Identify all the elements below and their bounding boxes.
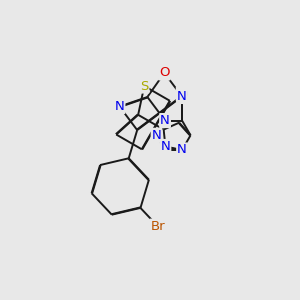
- Text: S: S: [140, 80, 148, 92]
- Text: O: O: [177, 88, 187, 100]
- Text: Br: Br: [150, 220, 165, 232]
- Text: N: N: [160, 114, 170, 127]
- Text: N: N: [160, 140, 170, 153]
- Text: N: N: [177, 90, 187, 103]
- Text: N: N: [115, 100, 124, 113]
- Text: O: O: [159, 66, 169, 80]
- Text: N: N: [152, 129, 161, 142]
- Text: N: N: [177, 143, 187, 157]
